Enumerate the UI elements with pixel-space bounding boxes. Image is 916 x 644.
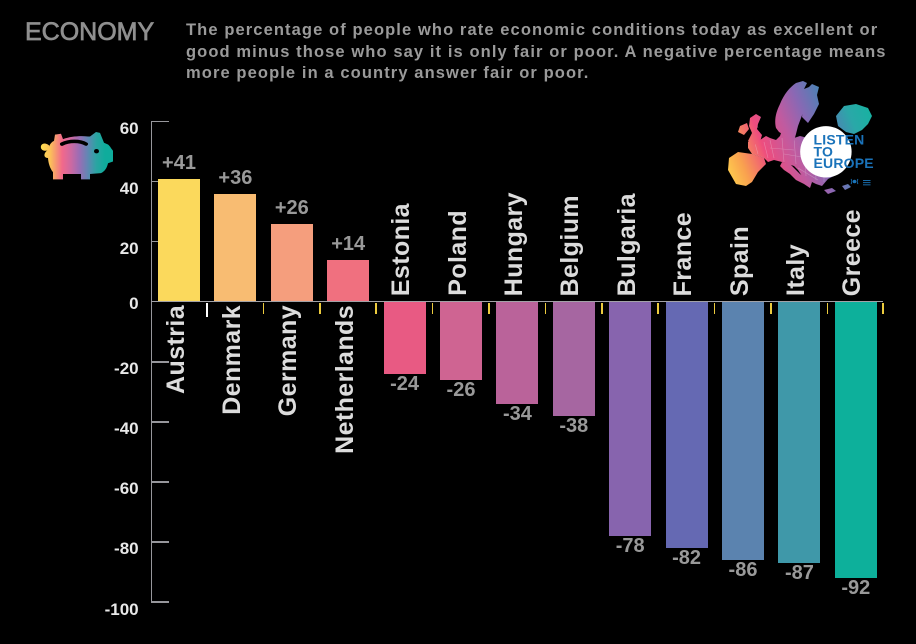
svg-text:TO: TO — [814, 143, 834, 159]
svg-text:EUROPE: EUROPE — [814, 155, 874, 171]
svg-text:LISTEN: LISTEN — [814, 132, 865, 148]
